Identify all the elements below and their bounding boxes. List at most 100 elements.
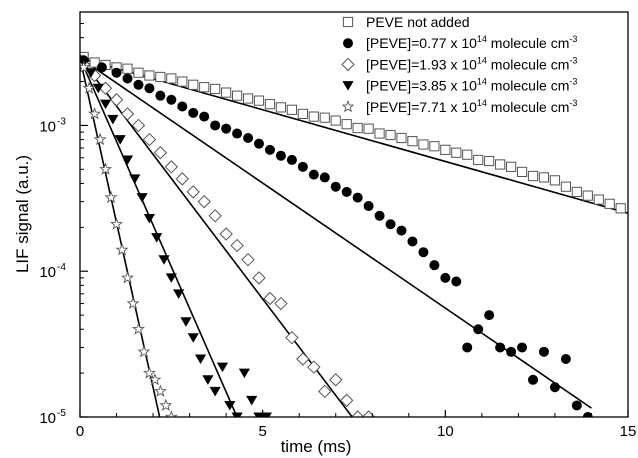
data-point — [319, 172, 330, 183]
data-point — [593, 194, 604, 205]
data-point — [528, 374, 539, 385]
data-point — [187, 333, 199, 343]
data-point — [506, 346, 517, 357]
data-point — [131, 322, 145, 335]
data-point — [516, 166, 528, 178]
data-point — [396, 225, 407, 236]
data-point — [253, 95, 265, 106]
data-point — [175, 172, 190, 186]
data-point — [221, 123, 232, 134]
data-point — [473, 324, 484, 335]
data-point — [221, 87, 232, 98]
data-point — [374, 210, 385, 221]
data-point — [199, 111, 210, 122]
data-point — [126, 296, 140, 310]
data-point — [264, 99, 276, 110]
data-point — [122, 73, 133, 84]
data-point — [254, 138, 265, 149]
data-point — [560, 181, 571, 192]
legend-item: [PEVE]=0.77 x 1014 molecule cm-3 — [343, 34, 577, 51]
data-point — [451, 276, 462, 287]
data-point — [571, 400, 582, 411]
data-point — [296, 352, 310, 366]
plot-frame — [79, 11, 629, 418]
x-tick-label: 10 — [437, 423, 454, 440]
data-point — [407, 136, 418, 147]
data-point — [165, 273, 177, 283]
data-point — [319, 112, 330, 123]
data-point — [151, 233, 163, 243]
data-point — [385, 219, 396, 230]
legend-marker — [341, 100, 355, 113]
data-point — [538, 346, 549, 357]
data-point — [142, 132, 157, 147]
data-point — [374, 128, 385, 139]
y-tick-exponent: -3 — [57, 116, 66, 127]
data-point — [264, 144, 275, 155]
data-point — [440, 144, 451, 155]
data-point — [137, 345, 151, 358]
data-point — [462, 149, 473, 160]
legend-item: [PEVE]=3.85 x 1014 molecule cm-3 — [342, 77, 577, 94]
data-point — [242, 93, 254, 104]
data-point — [495, 159, 506, 170]
data-point — [109, 93, 124, 107]
data-point — [275, 102, 287, 113]
data-point — [219, 227, 233, 241]
data-point — [202, 375, 214, 385]
data-point — [286, 104, 297, 115]
data-point — [144, 70, 155, 81]
data-point — [96, 62, 107, 73]
data-point — [505, 161, 517, 172]
data-point — [275, 150, 286, 161]
data-point — [209, 386, 221, 397]
data-point — [604, 198, 615, 209]
x-axis: 0 5 10 15 — [76, 410, 636, 440]
y-tick-label: 10 — [39, 410, 56, 427]
y-axis: 10-310-410-5 — [39, 11, 88, 427]
data-point — [318, 384, 332, 399]
data-point — [142, 366, 156, 379]
data-point — [148, 373, 162, 386]
data-point — [330, 115, 341, 126]
data-point — [308, 169, 319, 180]
data-point — [297, 161, 308, 172]
data-point — [216, 362, 229, 373]
fit-line-series-5 — [80, 57, 161, 417]
data-point — [144, 83, 155, 94]
fit-line-series-1 — [80, 57, 628, 214]
data-point — [197, 194, 211, 209]
data-point — [88, 107, 102, 120]
data-point — [484, 155, 495, 167]
data-point — [363, 201, 374, 212]
data-point — [341, 119, 352, 130]
data-point — [111, 67, 122, 78]
data-point — [159, 398, 173, 411]
data-point — [121, 155, 134, 165]
data-point — [80, 60, 91, 73]
data-point — [210, 120, 221, 131]
y-tick-exponent: -5 — [57, 408, 66, 419]
data-point — [129, 174, 141, 184]
data-point — [210, 83, 221, 95]
data-point — [560, 353, 571, 364]
data-point — [527, 170, 539, 182]
data-point — [307, 360, 321, 374]
data-point — [143, 214, 156, 224]
data-point — [194, 354, 207, 365]
data-point — [177, 76, 188, 87]
data-point — [243, 133, 254, 144]
data-point — [85, 68, 97, 78]
data-point — [82, 81, 96, 94]
data-point — [188, 79, 199, 90]
legend-label: [PEVE]=7.71 x 1014 molecule cm-3 — [366, 98, 577, 115]
data-point — [297, 108, 308, 119]
data-point — [549, 175, 561, 186]
data-point — [114, 135, 126, 145]
x-tick-label: 0 — [76, 423, 84, 440]
data-point — [407, 236, 418, 247]
series-2-points — [80, 55, 593, 417]
data-point — [115, 243, 129, 256]
data-point — [122, 63, 133, 74]
data-point — [260, 412, 272, 417]
